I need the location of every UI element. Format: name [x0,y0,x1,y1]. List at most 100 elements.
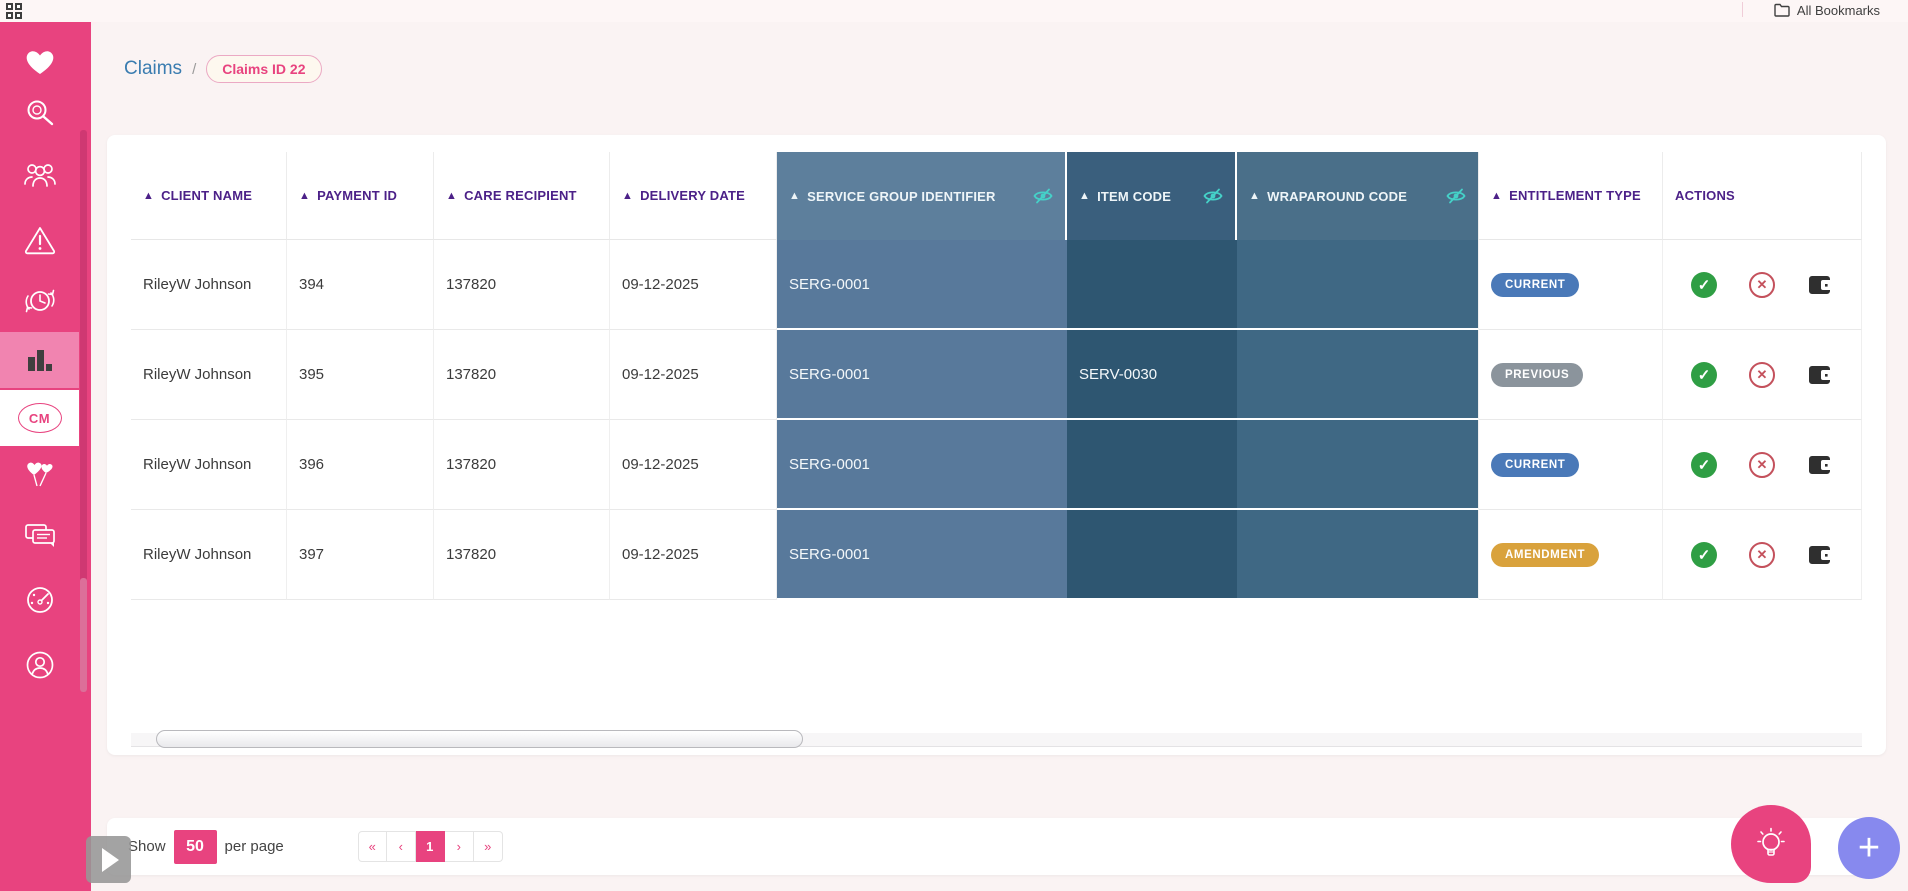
page-size-selector[interactable]: 50 [173,829,217,864]
wallet-icon [1809,275,1830,294]
cell-service-group-identifier: SERG-0001 [777,330,1067,420]
all-bookmarks-button[interactable]: All Bookmarks [1774,0,1880,20]
breadcrumb-separator: / [192,60,197,78]
page-1-button[interactable]: 1 [415,831,445,862]
cell-delivery-date: 09-12-2025 [610,240,777,330]
sidebar-item-history[interactable] [0,273,79,329]
sidebar-item-cm[interactable]: CM [0,390,79,446]
bar-chart-icon [27,350,52,371]
cell-client-name: RileyW Johnson [131,420,287,510]
approve-button[interactable]: ✓ [1691,451,1717,478]
payment-card-button[interactable] [1807,364,1832,386]
sidebar-item-reports-active[interactable] [0,332,79,388]
chat-messages-icon [24,524,55,547]
approve-button[interactable]: ✓ [1691,271,1717,298]
table-hscrollbar-thumb[interactable] [156,730,803,748]
cell-client-name: RileyW Johnson [131,510,287,600]
eye-off-icon[interactable] [1446,187,1466,205]
claims-table: ▲ CLIENT NAME ▲ PAYMENT ID ▲ CARE RECIPI… [131,152,1862,600]
tips-fab-button[interactable] [1731,805,1811,883]
cell-item-code [1067,420,1237,510]
breadcrumb-claims-link[interactable]: Claims [124,58,183,79]
sort-asc-icon: ▲ [1491,189,1503,202]
sidebar-item-profile[interactable] [0,637,79,693]
cell-payment-id: 396 [287,420,434,510]
eye-off-icon[interactable] [1033,187,1053,205]
speedometer-icon [26,587,53,613]
history-clock-icon [24,289,55,313]
cell-care-recipient: 137820 [434,240,610,330]
reject-button[interactable]: ✕ [1749,541,1775,568]
apps-grid-icon[interactable] [6,3,24,19]
cell-payment-id: 394 [287,240,434,330]
sidebar-scrollbar-thumb[interactable] [80,578,87,692]
status-badge: CURRENT [1491,452,1580,477]
col-header-delivery-date[interactable]: ▲ DELIVERY DATE [610,152,777,240]
wallet-icon [1809,455,1830,474]
approve-button[interactable]: ✓ [1691,541,1717,568]
reject-button[interactable]: ✕ [1749,451,1775,478]
cell-item-code: SERV-0030 [1067,330,1237,420]
reject-button[interactable]: ✕ [1749,361,1775,388]
sidebar-item-alerts[interactable] [0,212,79,268]
sidebar: CM [0,22,91,891]
sidebar-item-care[interactable] [0,447,79,503]
sidebar-item-clients[interactable] [0,147,79,203]
payment-card-button[interactable] [1807,454,1832,476]
payment-card-button[interactable] [1807,274,1832,296]
search-icon [27,100,53,126]
sidebar-scrollbar-track[interactable] [80,130,87,692]
cell-actions: ✓ ✕ [1663,420,1862,510]
col-header-service-group-identifier[interactable]: ▲ SERVICE GROUP IDENTIFIER [777,152,1067,240]
breadcrumb-claims-id-badge: Claims ID 22 [206,55,322,83]
col-header-label: PAYMENT ID [317,188,398,203]
profile-icon [26,651,53,679]
cell-service-group-identifier: SERG-0001 [777,510,1067,600]
heart-balloons-icon [26,462,53,487]
per-page-label: per page [224,838,284,855]
prev-page-button[interactable]: ‹ [386,831,416,862]
cell-wraparound-code [1237,420,1479,510]
col-header-client-name[interactable]: ▲ CLIENT NAME [131,152,287,240]
cell-service-group-identifier: SERG-0001 [777,240,1067,330]
cell-delivery-date: 09-12-2025 [610,330,777,420]
sidebar-item-messages[interactable] [0,508,79,564]
col-header-entitlement-type[interactable]: ▲ ENTITLEMENT TYPE [1479,152,1663,240]
approve-button[interactable]: ✓ [1691,361,1717,388]
reject-button[interactable]: ✕ [1749,271,1775,298]
last-page-button[interactable]: » [473,831,503,862]
first-page-button[interactable]: « [357,831,387,862]
col-header-label: CARE RECIPIENT [464,188,577,203]
cell-actions: ✓ ✕ [1663,240,1862,330]
sidebar-item-favorites[interactable] [0,34,79,90]
wallet-icon [1809,545,1830,564]
plus-icon: + [1857,826,1881,869]
col-header-care-recipient[interactable]: ▲ CARE RECIPIENT [434,152,610,240]
col-header-wraparound-code[interactable]: ▲ WRAPAROUND CODE [1237,152,1479,240]
status-badge: AMENDMENT [1491,542,1600,567]
col-header-label: ENTITLEMENT TYPE [1509,188,1641,203]
cell-wraparound-code [1237,330,1479,420]
eye-off-icon[interactable] [1203,187,1223,205]
cell-delivery-date: 09-12-2025 [610,510,777,600]
all-bookmarks-label: All Bookmarks [1796,2,1880,18]
payment-card-button[interactable] [1807,544,1832,566]
wallet-icon [1809,365,1830,384]
sort-asc-icon: ▲ [446,189,458,202]
sort-asc-icon: ▲ [622,189,634,202]
cm-badge: CM [17,403,62,433]
add-new-fab-button[interactable]: + [1838,817,1900,879]
cell-actions: ✓ ✕ [1663,330,1862,420]
sidebar-item-dashboard[interactable] [0,572,79,628]
sidebar-expand-button[interactable] [86,836,131,883]
sidebar-item-search[interactable] [0,85,79,141]
next-page-button[interactable]: › [444,831,474,862]
people-group-icon [23,164,56,187]
cell-client-name: RileyW Johnson [131,240,287,330]
lightbulb-icon [1757,827,1785,856]
pagination-bar: Show 50 per page « ‹ 1 › » [107,818,1886,875]
col-header-item-code[interactable]: ▲ ITEM CODE [1067,152,1237,240]
col-header-label: WRAPAROUND CODE [1267,188,1408,204]
col-header-payment-id[interactable]: ▲ PAYMENT ID [287,152,434,240]
col-header-label: ITEM CODE [1097,188,1172,204]
